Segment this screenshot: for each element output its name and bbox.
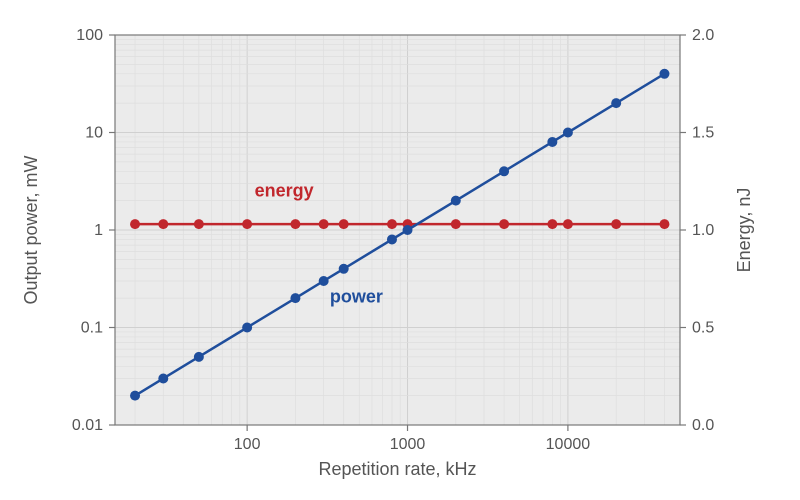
y-right-tick-label: 0.5 bbox=[692, 320, 714, 337]
series-energy-marker bbox=[339, 219, 349, 229]
series-power-marker bbox=[451, 196, 461, 206]
y-right-tick-label: 2.0 bbox=[692, 27, 714, 44]
series-energy-marker bbox=[611, 219, 621, 229]
series-power-marker bbox=[659, 69, 669, 79]
series-power-marker bbox=[547, 137, 557, 147]
series-energy-marker bbox=[499, 219, 509, 229]
series-power-marker bbox=[339, 264, 349, 274]
y-left-tick-label: 10 bbox=[85, 125, 103, 142]
series-power-marker bbox=[387, 234, 397, 244]
annotation-power: power bbox=[330, 287, 383, 307]
series-power-marker bbox=[403, 225, 413, 235]
chart-svg: 100100010000Repetition rate, kHz0.010.11… bbox=[0, 0, 800, 500]
series-power-marker bbox=[130, 391, 140, 401]
series-energy-marker bbox=[547, 219, 557, 229]
series-energy-marker bbox=[194, 219, 204, 229]
y-left-tick-label: 100 bbox=[76, 27, 103, 44]
y-right-tick-label: 1.0 bbox=[692, 222, 714, 239]
series-energy-marker bbox=[290, 219, 300, 229]
series-power-marker bbox=[563, 128, 573, 138]
y-right-tick-label: 1.5 bbox=[692, 125, 714, 142]
series-power-marker bbox=[242, 323, 252, 333]
series-power-marker bbox=[499, 166, 509, 176]
series-energy-marker bbox=[451, 219, 461, 229]
series-energy-marker bbox=[387, 219, 397, 229]
y-right-axis-label: Energy, nJ bbox=[734, 188, 754, 273]
series-power-marker bbox=[194, 352, 204, 362]
y-left-tick-label: 0.01 bbox=[72, 417, 103, 434]
x-tick-label: 100 bbox=[234, 436, 261, 453]
series-power-marker bbox=[319, 276, 329, 286]
annotation-energy: energy bbox=[255, 181, 314, 201]
y-left-tick-label: 0.1 bbox=[81, 320, 103, 337]
series-power-marker bbox=[158, 373, 168, 383]
x-axis-label: Repetition rate, kHz bbox=[318, 459, 476, 479]
series-energy-marker bbox=[659, 219, 669, 229]
x-tick-label: 1000 bbox=[390, 436, 426, 453]
y-left-axis-label: Output power, mW bbox=[21, 155, 41, 304]
series-energy-marker bbox=[158, 219, 168, 229]
x-tick-label: 10000 bbox=[546, 436, 591, 453]
chart-container: 100100010000Repetition rate, kHz0.010.11… bbox=[0, 0, 800, 500]
y-left-tick-label: 1 bbox=[94, 222, 103, 239]
series-energy-marker bbox=[242, 219, 252, 229]
series-power-marker bbox=[611, 98, 621, 108]
series-power-marker bbox=[290, 293, 300, 303]
series-energy-marker bbox=[563, 219, 573, 229]
series-energy-marker bbox=[130, 219, 140, 229]
y-right-tick-label: 0.0 bbox=[692, 417, 714, 434]
series-energy-marker bbox=[319, 219, 329, 229]
